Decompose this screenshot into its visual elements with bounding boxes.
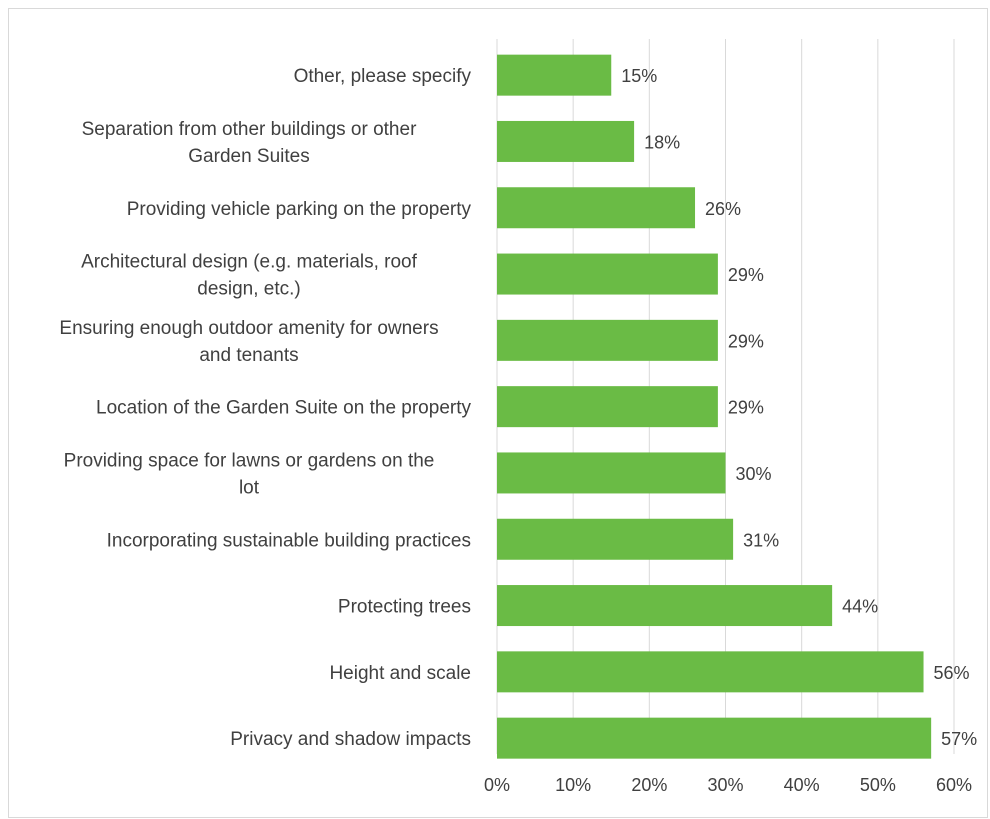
category-label: Protecting trees — [338, 597, 471, 618]
data-label: 26% — [705, 199, 741, 219]
category-label-line: Garden Suites — [188, 146, 309, 167]
category-label: Incorporating sustainable building pract… — [107, 530, 471, 551]
category-label-line: Incorporating sustainable building pract… — [107, 530, 471, 551]
data-label: 29% — [728, 265, 764, 285]
data-label: 29% — [728, 331, 764, 351]
x-tick-label: 30% — [707, 775, 743, 795]
bar — [497, 187, 696, 229]
data-label: 18% — [644, 132, 680, 152]
category-label-line: Location of the Garden Suite on the prop… — [96, 398, 471, 419]
category-label-line: Providing space for lawns or gardens on … — [64, 450, 435, 471]
category-label-line: Other, please specify — [294, 66, 472, 87]
bar — [497, 253, 718, 295]
category-label: Privacy and shadow impacts — [230, 729, 471, 750]
bar — [497, 386, 718, 428]
category-label-line: Architectural design (e.g. materials, ro… — [81, 252, 418, 273]
category-label-line: Providing vehicle parking on the propert… — [127, 199, 472, 220]
x-tick-label: 50% — [860, 775, 896, 795]
category-label: Separation from other buildings or other… — [82, 119, 417, 167]
x-tick-label: 0% — [484, 775, 510, 795]
data-label: 29% — [728, 398, 764, 418]
x-tick-label: 10% — [555, 775, 591, 795]
category-label-line: design, etc.) — [197, 279, 301, 300]
bar — [497, 518, 734, 560]
category-label: Height and scale — [329, 663, 471, 684]
bar — [497, 120, 635, 162]
category-label: Providing vehicle parking on the propert… — [127, 199, 472, 220]
x-tick-label: 40% — [784, 775, 820, 795]
data-label: 30% — [736, 464, 772, 484]
category-label: Providing space for lawns or gardens on … — [64, 450, 435, 498]
x-tick-label: 20% — [631, 775, 667, 795]
bar — [497, 319, 718, 361]
category-label: Ensuring enough outdoor amenity for owne… — [59, 318, 438, 366]
chart-frame: 15% Other, please specify 18% Separation fr… — [8, 8, 988, 818]
x-tick-label: 60% — [936, 775, 972, 795]
category-label: Location of the Garden Suite on the prop… — [96, 398, 471, 419]
data-label: 44% — [842, 597, 878, 617]
category-label-line: Separation from other buildings or other — [82, 119, 417, 140]
category-label-line: Ensuring enough outdoor amenity for owne… — [59, 318, 438, 339]
category-label: Other, please specify — [294, 66, 472, 87]
bar — [497, 585, 833, 627]
category-label-line: Privacy and shadow impacts — [230, 729, 471, 750]
data-label: 15% — [621, 66, 657, 86]
category-label-line: and tenants — [199, 345, 298, 366]
data-label: 57% — [941, 729, 977, 749]
category-label: Architectural design (e.g. materials, ro… — [81, 252, 418, 300]
bar — [497, 651, 924, 693]
data-label: 31% — [743, 530, 779, 550]
bar — [497, 452, 726, 494]
bar — [497, 717, 932, 759]
category-label-line: lot — [239, 477, 260, 498]
bar — [497, 54, 612, 96]
data-label: 56% — [934, 663, 970, 683]
category-label-line: Height and scale — [329, 663, 471, 684]
category-label-line: Protecting trees — [338, 597, 471, 618]
bar-chart: 15% Other, please specify 18% Separation fr… — [59, 39, 977, 795]
